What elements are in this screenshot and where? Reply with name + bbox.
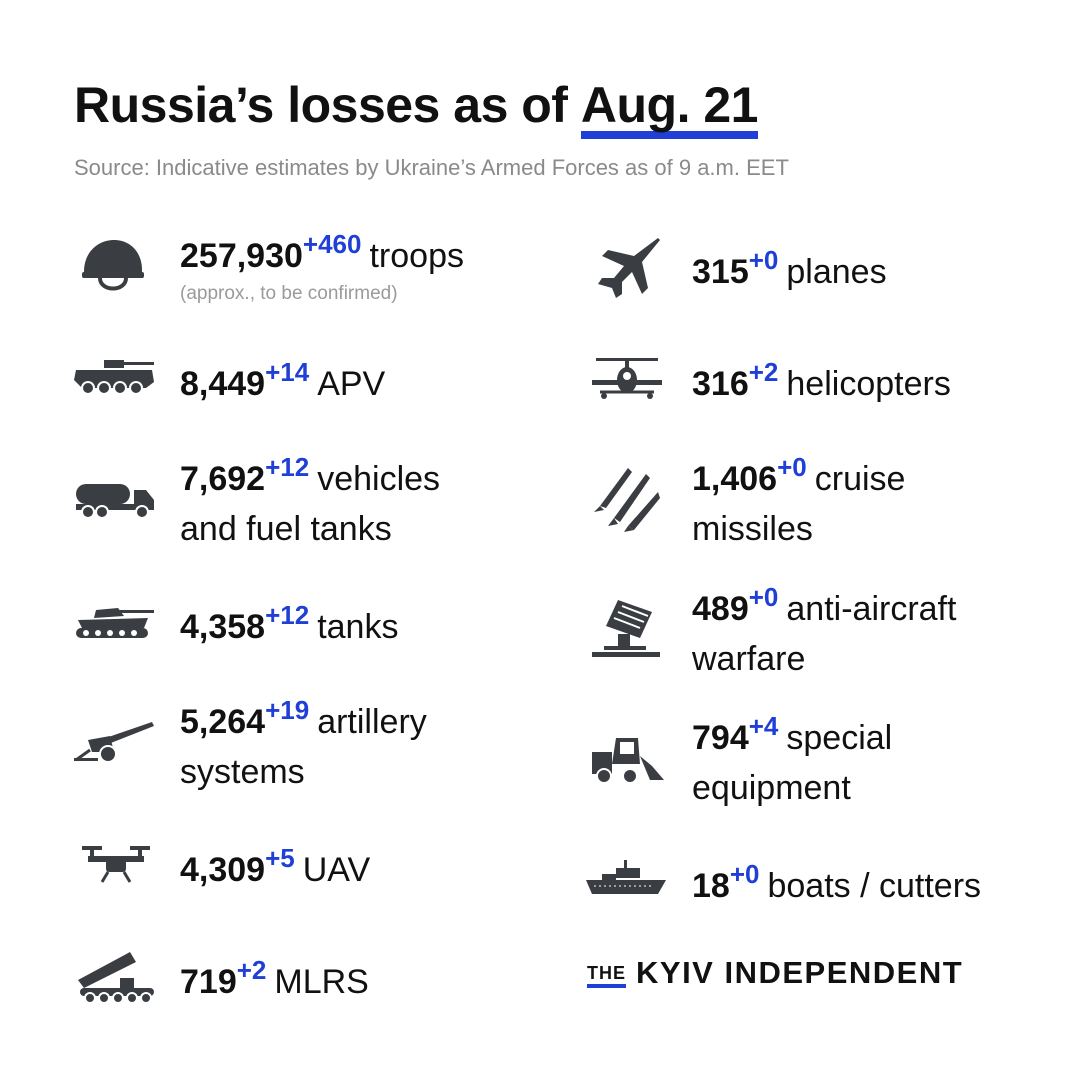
brand-the: THE: [587, 962, 626, 988]
brand-name: KYIV INDEPENDENT: [636, 955, 964, 990]
stat-apv: 8,449+14 APV: [180, 357, 386, 403]
troops-note: (approx., to be confirmed): [180, 283, 398, 304]
stat-planes: 315+0 planes: [692, 245, 887, 291]
mlrs-icon: [74, 950, 156, 1004]
page-title: Russia’s losses as of Aug. 21: [74, 74, 758, 139]
tank-icon: [74, 606, 156, 640]
stat-mlrs: 719+2 MLRS: [180, 955, 369, 1001]
boat-icon: [586, 860, 668, 900]
loader-icon: [590, 736, 664, 784]
fuel-truck-icon: [76, 480, 156, 520]
stat-special-equipment: 794+4 special equipment: [692, 711, 893, 807]
title-date: Aug. 21: [580, 79, 758, 139]
plane-icon: [594, 234, 662, 302]
drone-icon: [82, 846, 150, 886]
stat-tanks: 4,358+12 tanks: [180, 600, 399, 646]
stat-vehicles: 7,692+12 vehicles and fuel tanks: [180, 452, 441, 548]
stat-troops: 257,930+460 troops (approx., to be confir…: [180, 229, 464, 304]
stat-cruise-missiles: 1,406+0 cruise missiles: [692, 452, 906, 548]
anti-aircraft-icon: [590, 598, 662, 658]
apv-icon: [74, 360, 156, 396]
artillery-icon: [74, 720, 156, 764]
helmet-icon: [80, 236, 146, 296]
missiles-icon: [594, 466, 662, 532]
stat-anti-aircraft: 489+0 anti-aircraft warfare: [692, 582, 957, 678]
source-note: Source: Indicative estimates by Ukraine’…: [74, 155, 789, 180]
stat-artillery: 5,264+19 artillery systems: [180, 695, 427, 791]
stat-helicopters: 316+2 helicopters: [692, 357, 951, 403]
title-main: Russia’s losses as of: [74, 77, 568, 133]
helicopter-icon: [590, 356, 664, 400]
stat-uav: 4,309+5 UAV: [180, 843, 371, 889]
stat-boats: 18+0 boats / cutters: [692, 859, 982, 905]
brand-logo: THE KYIV INDEPENDENT: [587, 955, 963, 992]
